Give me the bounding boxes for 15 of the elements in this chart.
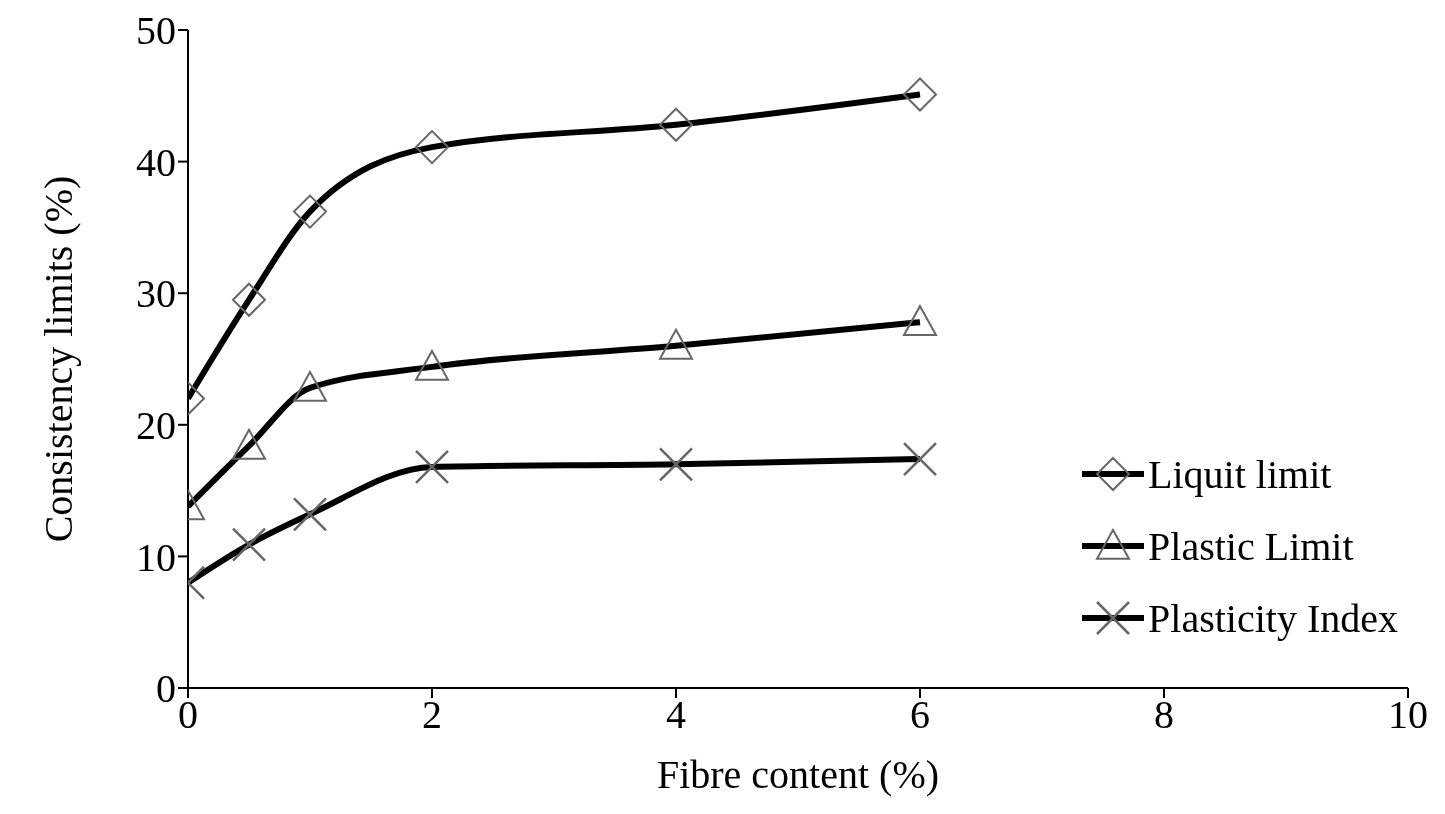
- legend-label: Plasticity Index: [1148, 594, 1398, 642]
- y-axis-title: Consistency limits (%): [36, 175, 82, 543]
- y-tick-label: 40: [136, 139, 176, 185]
- y-tick-label: 20: [136, 403, 176, 448]
- x-tick-label: 6: [910, 692, 930, 738]
- legend-label: Liquit limit: [1148, 450, 1332, 498]
- y-tick-label: 30: [136, 271, 176, 317]
- x-axis-title: Fibre content (%): [656, 752, 940, 797]
- y-tick-label: 50: [136, 8, 176, 54]
- x-tick-label: 2: [422, 692, 442, 738]
- x-tick-label: 8: [1154, 692, 1174, 738]
- y-tick-label: 10: [136, 534, 176, 580]
- x-tick-label: 4: [666, 692, 686, 738]
- x-tick-label: 10: [1388, 692, 1428, 738]
- legend-label: Plastic Limit: [1148, 522, 1354, 570]
